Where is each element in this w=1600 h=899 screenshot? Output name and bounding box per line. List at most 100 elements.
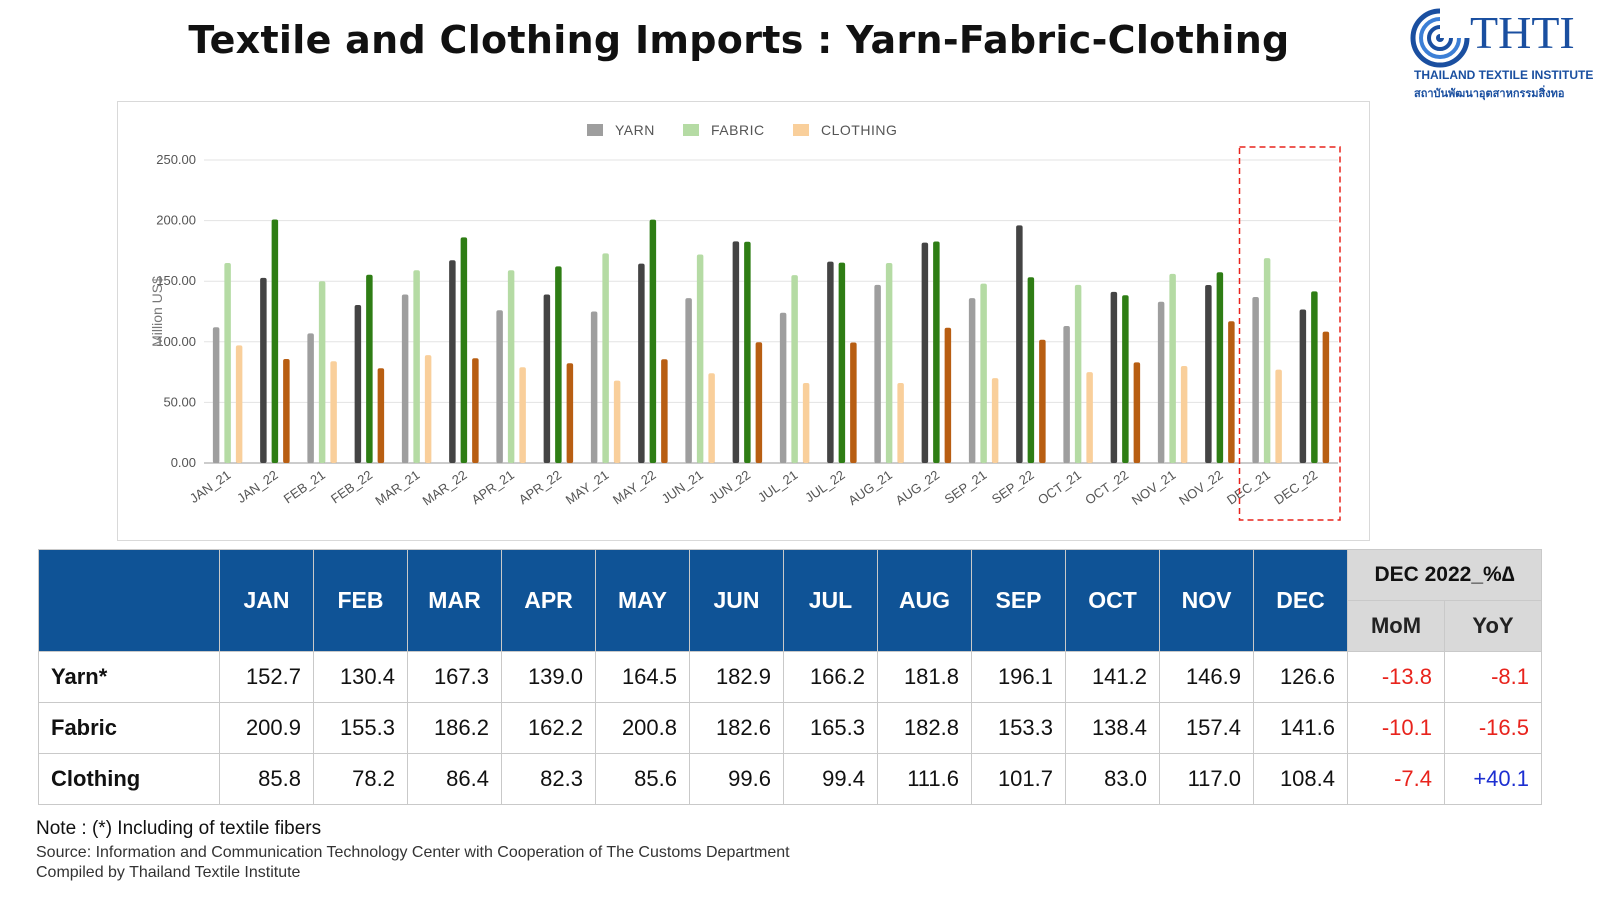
highlight-box (1238, 146, 1341, 521)
y-tick-label: 50.00 (163, 394, 196, 409)
bar-fabric (696, 254, 704, 463)
bar-fabric (224, 263, 231, 463)
table-row: Fabric 200.9 155.3 186.2 162.2 200.8 182.6 165.… (38, 702, 1542, 754)
bar-clothing (1322, 331, 1330, 463)
swirl-logo-icon (1410, 8, 1472, 68)
bar-clothing (897, 383, 904, 463)
y-tick-label: 100.00 (156, 334, 196, 349)
bar-yarn (921, 242, 929, 463)
bar-yarn (590, 311, 598, 463)
legend-swatch (793, 124, 809, 136)
table-cell: 85.6 (595, 753, 690, 805)
x-tick-label: FEB_22 (328, 467, 375, 506)
bar-yarn (732, 241, 740, 463)
table-cell: 196.1 (971, 651, 1066, 703)
table-corner-header (38, 549, 220, 652)
table-cell: 166.2 (783, 651, 878, 703)
x-tick-label: AUG_22 (893, 467, 942, 508)
bar-yarn (260, 277, 267, 463)
bar-clothing (1275, 369, 1282, 463)
table-cell: 167.3 (407, 651, 502, 703)
thti-logo: THTI THAILAND TEXTILE INSTITUTE สถาบันพั… (1410, 7, 1598, 100)
mom-change-cell: -10.1 (1347, 702, 1445, 754)
bar-clothing (613, 380, 621, 463)
table-cell: 130.4 (313, 651, 408, 703)
bar-fabric (838, 262, 846, 463)
yoy-change-cell: -8.1 (1444, 651, 1542, 703)
bar-fabric (933, 241, 940, 463)
bar-yarn (543, 294, 551, 463)
table-cell: 153.3 (971, 702, 1066, 754)
table-cell: 139.0 (501, 651, 596, 703)
bar-clothing (424, 355, 432, 463)
mom-change-cell: -13.8 (1347, 651, 1445, 703)
bar-clothing (1039, 339, 1046, 463)
table-cell: 99.6 (689, 753, 784, 805)
table-cell: 164.5 (595, 651, 690, 703)
bar-yarn (638, 263, 645, 463)
month-header: JAN (219, 549, 314, 652)
table-cell: 83.0 (1065, 753, 1160, 805)
bar-clothing (850, 342, 857, 463)
month-header: NOV (1159, 549, 1254, 652)
bar-clothing (1180, 366, 1188, 463)
x-tick-label: JUL_21 (755, 467, 800, 505)
x-tick-label: JUN_22 (706, 467, 753, 506)
bar-yarn (685, 298, 692, 463)
bar-fabric (980, 283, 987, 463)
bar-yarn (401, 294, 409, 463)
x-tick-label: SEP_22 (989, 467, 1037, 507)
table-cell: 141.2 (1065, 651, 1160, 703)
bar-fabric (318, 281, 326, 463)
bar-clothing (330, 361, 337, 463)
table-cell: 200.8 (595, 702, 690, 754)
y-tick-label: 150.00 (156, 273, 196, 288)
bar-clothing (519, 367, 526, 463)
x-tick-label: JUN_21 (659, 467, 706, 506)
table-cell: 155.3 (313, 702, 408, 754)
bar-yarn (874, 284, 881, 463)
table-cell: 165.3 (783, 702, 878, 754)
bar-fabric (1169, 273, 1176, 463)
change-header: DEC 2022_%∆ (1347, 549, 1542, 601)
table-cell: 141.6 (1253, 702, 1348, 754)
bar-fabric (1074, 284, 1082, 463)
table-cell: 162.2 (501, 702, 596, 754)
table-cell: 181.8 (877, 651, 972, 703)
x-tick-label: AUG_21 (845, 467, 894, 508)
table-cell: 152.7 (219, 651, 314, 703)
table-cell: 200.9 (219, 702, 314, 754)
bar-yarn (212, 327, 220, 463)
month-header: OCT (1065, 549, 1160, 652)
x-tick-label: JAN_22 (234, 467, 280, 506)
bar-yarn (1157, 301, 1165, 463)
bar-clothing (1086, 372, 1093, 463)
x-tick-label: MAR_21 (372, 467, 422, 508)
y-tick-label: 250.00 (156, 152, 196, 167)
table-body: Yarn* 152.7 130.4 167.3 139.0 164.5 182.9 166.2… (38, 651, 1542, 805)
x-tick-label: JAN_21 (187, 467, 233, 506)
x-tick-label: OCT_22 (1082, 467, 1131, 507)
logo-wordmark: THTI (1470, 7, 1575, 58)
table-cell: 146.9 (1159, 651, 1254, 703)
source-text: Source: Information and Communication Te… (36, 844, 790, 861)
table-cell: 78.2 (313, 753, 408, 805)
bar-fabric (602, 253, 609, 463)
bar-yarn (1299, 309, 1307, 463)
x-tick-label: DEC_21 (1224, 467, 1273, 507)
table-cell: 182.9 (689, 651, 784, 703)
table-cell: 85.8 (219, 753, 314, 805)
bar-fabric (744, 241, 751, 463)
bar-clothing (566, 363, 574, 463)
x-tick-label: FEB_21 (281, 467, 328, 506)
table-cell: 157.4 (1159, 702, 1254, 754)
bar-clothing (283, 359, 290, 463)
bar-fabric (555, 266, 562, 463)
table-cell: 182.8 (877, 702, 972, 754)
table-cell: 86.4 (407, 753, 502, 805)
mom-header: MoM (1347, 600, 1445, 652)
month-header: DEC (1253, 549, 1348, 652)
bar-clothing (944, 327, 952, 463)
bar-yarn (1205, 284, 1212, 463)
table-cell: 138.4 (1065, 702, 1160, 754)
